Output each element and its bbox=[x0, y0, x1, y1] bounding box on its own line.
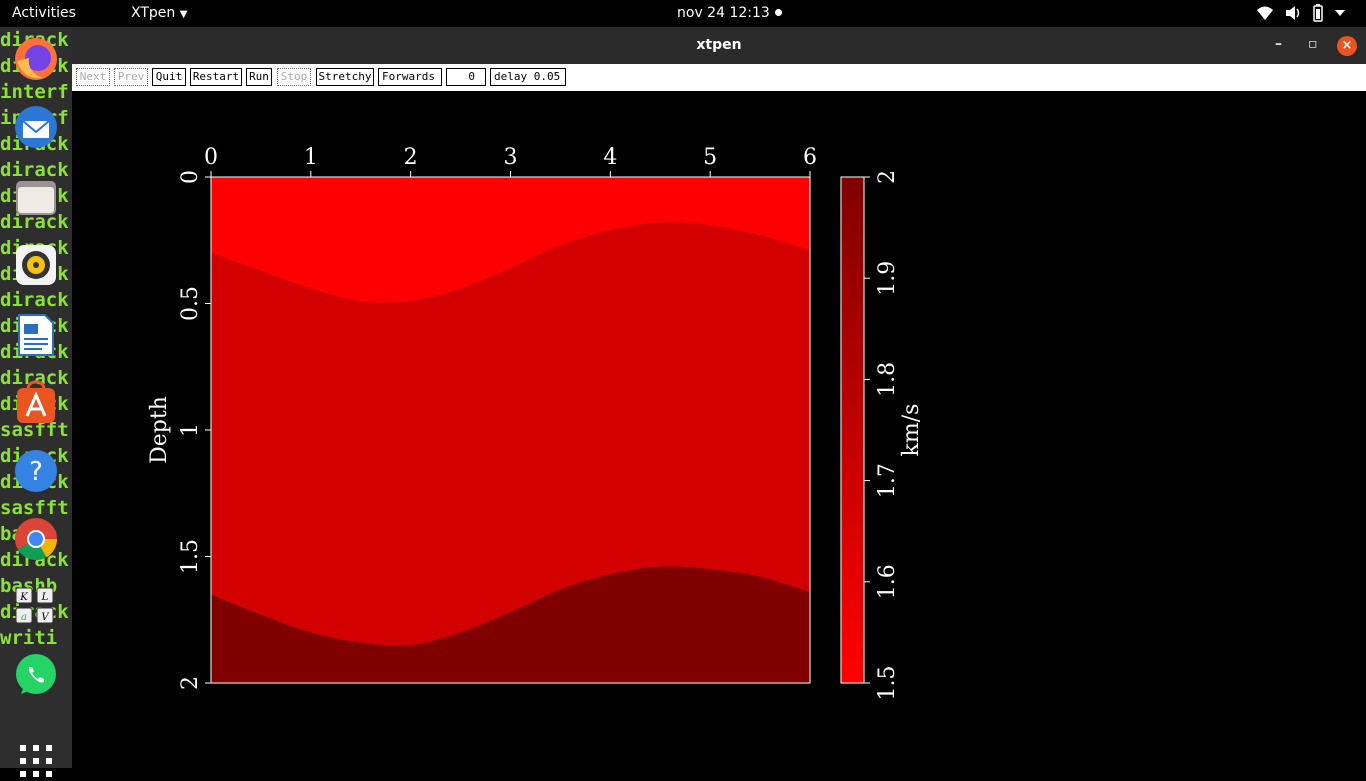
chrome-icon bbox=[15, 518, 58, 561]
battery-icon bbox=[1313, 4, 1323, 22]
xtpen-window: xtpen – ▫ × Next Prev Quit Restart Run S… bbox=[72, 27, 1366, 768]
ubuntu-software-icon bbox=[17, 380, 55, 423]
dock-libreoffice-writer[interactable] bbox=[12, 311, 60, 359]
dock-firefox[interactable] bbox=[12, 35, 60, 83]
y-axis-label: Depth bbox=[147, 396, 172, 464]
keyboard-app-icon: K La V bbox=[15, 587, 54, 624]
dock-whatsapp[interactable] bbox=[12, 651, 60, 699]
whatsapp-icon bbox=[16, 654, 56, 694]
firefox-icon bbox=[15, 38, 57, 80]
y-tick-label: 1.5 bbox=[178, 539, 203, 574]
notification-dot-icon bbox=[775, 9, 782, 16]
dock-ubuntu-software[interactable] bbox=[12, 379, 60, 427]
prev-button[interactable]: Prev bbox=[114, 68, 148, 86]
wifi-icon bbox=[1257, 6, 1273, 20]
close-icon[interactable]: × bbox=[1337, 36, 1357, 56]
colorbar bbox=[840, 176, 865, 684]
libreoffice-writer-icon bbox=[18, 314, 54, 356]
system-tray[interactable] bbox=[1256, 4, 1346, 22]
x-tick-label: 5 bbox=[703, 145, 717, 170]
y-tick-label: 0 bbox=[178, 170, 203, 184]
window-title: xtpen bbox=[696, 37, 742, 53]
clock[interactable]: nov 24 12:13 bbox=[677, 5, 770, 21]
terminal-line: dirack bbox=[0, 211, 69, 233]
y-tick-label: 1 bbox=[178, 423, 203, 437]
stop-button[interactable]: Stop bbox=[277, 68, 311, 86]
x-tick-label: 4 bbox=[603, 145, 617, 170]
files-icon bbox=[16, 181, 56, 215]
colorbar-tick-label: 2 bbox=[875, 170, 900, 184]
help-icon: ? bbox=[15, 450, 57, 492]
terminal-line: dirack bbox=[0, 159, 69, 181]
maximize-icon[interactable]: ▫ bbox=[1308, 36, 1318, 52]
x-tick-label: 3 bbox=[504, 145, 518, 170]
svg-text:?: ? bbox=[29, 457, 43, 487]
terminal-line: sasfft bbox=[0, 419, 69, 441]
dock-thunderbird[interactable] bbox=[12, 103, 60, 151]
terminal-line: dirack bbox=[0, 289, 69, 311]
colorbar-tick-label: 1.7 bbox=[875, 463, 900, 498]
y-tick-label: 2 bbox=[178, 676, 203, 690]
chevron-down-icon: ▼ bbox=[179, 9, 188, 20]
next-button[interactable]: Next bbox=[76, 68, 110, 86]
app-menu[interactable]: XTpen ▼ bbox=[131, 5, 187, 21]
activities-button[interactable]: Activities bbox=[12, 5, 76, 21]
rhythmbox-icon bbox=[16, 245, 56, 285]
x-tick-label: 2 bbox=[404, 145, 418, 170]
terminal-line: writi bbox=[0, 627, 58, 649]
dock-chrome[interactable] bbox=[12, 515, 60, 563]
terminal-line: interf bbox=[0, 81, 69, 103]
delay-field[interactable]: delay 0.05 bbox=[490, 68, 566, 86]
run-button[interactable]: Run bbox=[246, 68, 272, 86]
xtpen-toolbar: Next Prev Quit Restart Run Stop Stretchy… bbox=[72, 64, 1366, 91]
restart-button[interactable]: Restart bbox=[190, 68, 242, 86]
quit-button[interactable]: Quit bbox=[152, 68, 186, 86]
frame-number-field[interactable]: 0 bbox=[446, 68, 486, 86]
colorbar-tick-label: 1.6 bbox=[875, 564, 900, 599]
plot-area: 0 1 2 3 4 5 6 0 0.5 1 1.5 2 Depth 1.5 1.6 1.7 1.8 1.9 2 km/… bbox=[72, 91, 1366, 768]
x-tick-label: 6 bbox=[803, 145, 817, 170]
colorbar-tick-label: 1.8 bbox=[875, 362, 900, 397]
x-tick-label: 1 bbox=[304, 145, 318, 170]
volume-icon bbox=[1286, 6, 1300, 20]
terminal-line: dirack bbox=[0, 549, 69, 571]
colorbar-label: km/s bbox=[899, 404, 924, 457]
terminal-line: dirack bbox=[0, 367, 69, 389]
direction-toggle[interactable]: Forwards bbox=[378, 68, 442, 86]
window-titlebar[interactable]: xtpen – ▫ × bbox=[72, 27, 1366, 64]
system-menu-chevron-icon bbox=[1335, 10, 1345, 16]
thunderbird-icon bbox=[15, 106, 57, 148]
dock-files[interactable] bbox=[12, 173, 60, 221]
dock-rhythmbox[interactable] bbox=[12, 241, 60, 289]
app-grid-icon bbox=[20, 745, 52, 777]
minimize-icon[interactable]: – bbox=[1275, 36, 1282, 52]
svg-text:K: K bbox=[19, 592, 28, 603]
velocity-model-chart: 0 1 2 3 4 5 6 0 0.5 1 1.5 2 Depth 1.5 1.6 1.7 1.8 1.9 2 km/… bbox=[147, 145, 924, 701]
colorbar-tick-label: 1.9 bbox=[875, 261, 900, 296]
layer-bottom bbox=[211, 566, 810, 683]
y-tick-label: 0.5 bbox=[178, 286, 203, 321]
stretchy-button[interactable]: Stretchy bbox=[316, 68, 374, 86]
svg-text:V: V bbox=[41, 612, 50, 623]
svg-text:L: L bbox=[41, 592, 49, 603]
top-bar: Activities XTpen ▼ nov 24 12:13 bbox=[0, 0, 1366, 27]
x-tick-label: 0 bbox=[204, 145, 218, 170]
colorbar-tick-label: 1.5 bbox=[875, 666, 900, 701]
show-applications-button[interactable] bbox=[20, 745, 52, 781]
app-menu-label: XTpen bbox=[131, 5, 176, 21]
dock-help[interactable]: ? bbox=[12, 447, 60, 495]
svg-text:a: a bbox=[21, 612, 27, 623]
terminal-line: sasfft bbox=[0, 497, 69, 519]
